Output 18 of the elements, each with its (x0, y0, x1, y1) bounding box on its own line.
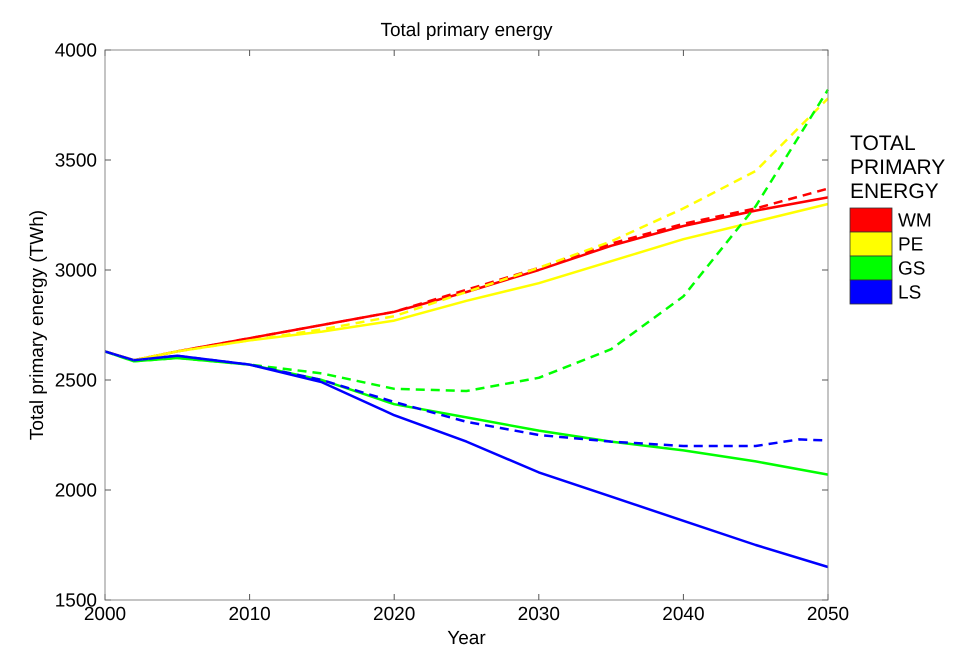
chart-title: Total primary energy (380, 20, 554, 41)
y-tick-label: 4000 (54, 40, 97, 62)
legend-label: PE (898, 234, 924, 256)
x-tick-label: 2020 (373, 604, 416, 625)
legend-label: LS (898, 282, 922, 304)
y-tick-label: 3500 (54, 150, 97, 172)
y-axis-title: Total primary energy (TWh) (27, 210, 48, 440)
y-tick-label: 2500 (54, 370, 97, 392)
legend-title: TOTAL PRIMARY ENERGY (850, 132, 946, 203)
x-tick-label: 2050 (806, 604, 850, 625)
x-tick-label: 2030 (518, 604, 560, 625)
y-tick-label: 3000 (54, 260, 97, 282)
x-tick-label: 2010 (228, 604, 271, 625)
legend-label: WM (898, 210, 932, 232)
x-axis-title: Year (447, 628, 486, 649)
y-tick-label: 2000 (54, 480, 97, 502)
x-tick-label: 2040 (662, 604, 705, 625)
legend-label: GS (898, 258, 926, 280)
